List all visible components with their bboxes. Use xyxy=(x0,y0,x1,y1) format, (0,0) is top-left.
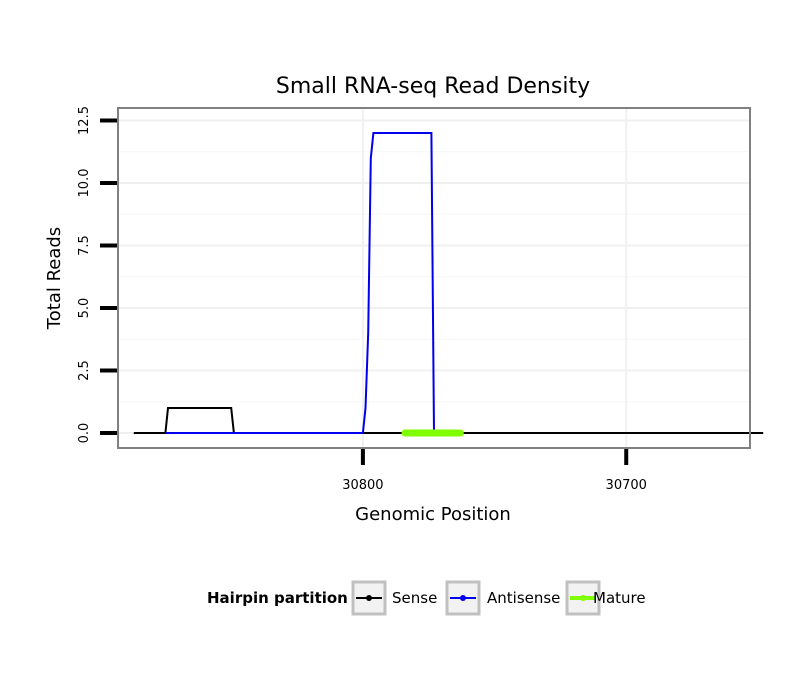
y-tick-label: 0.0 xyxy=(77,423,92,444)
legend-key-point xyxy=(366,595,372,601)
legend-label-mature: Mature xyxy=(593,589,646,607)
legend-key-point xyxy=(580,595,586,601)
series-layer xyxy=(133,132,764,437)
y-tick-label: 10.0 xyxy=(77,169,92,198)
series-line-antisense xyxy=(165,132,435,434)
y-tick-label: 7.5 xyxy=(77,235,92,256)
y-tick-label: 12.5 xyxy=(77,106,92,135)
legend-label-antisense: Antisense xyxy=(487,589,560,607)
legend-title: Hairpin partition xyxy=(207,589,348,607)
legend-key-point xyxy=(460,595,466,601)
series-line-sense xyxy=(133,407,764,434)
x-tick-label: 30700 xyxy=(606,478,647,493)
chart-title: Small RNA-seq Read Density xyxy=(276,74,590,99)
y-tick-label: 2.5 xyxy=(77,360,92,381)
legend: Hairpin partition Sense Antisense Mature xyxy=(207,580,646,616)
y-tick-label: 5.0 xyxy=(77,298,92,319)
plot-panel-border xyxy=(117,107,751,449)
y-axis-title: Total Reads xyxy=(44,227,65,330)
grid-lines xyxy=(118,108,750,448)
x-axis-title: Genomic Position xyxy=(355,504,511,525)
axes: 0.0 2.5 5.0 7.5 10.0 12.5 30800 30700 xyxy=(77,106,647,493)
x-tick-label: 30800 xyxy=(342,478,383,493)
legend-label-sense: Sense xyxy=(392,589,437,607)
